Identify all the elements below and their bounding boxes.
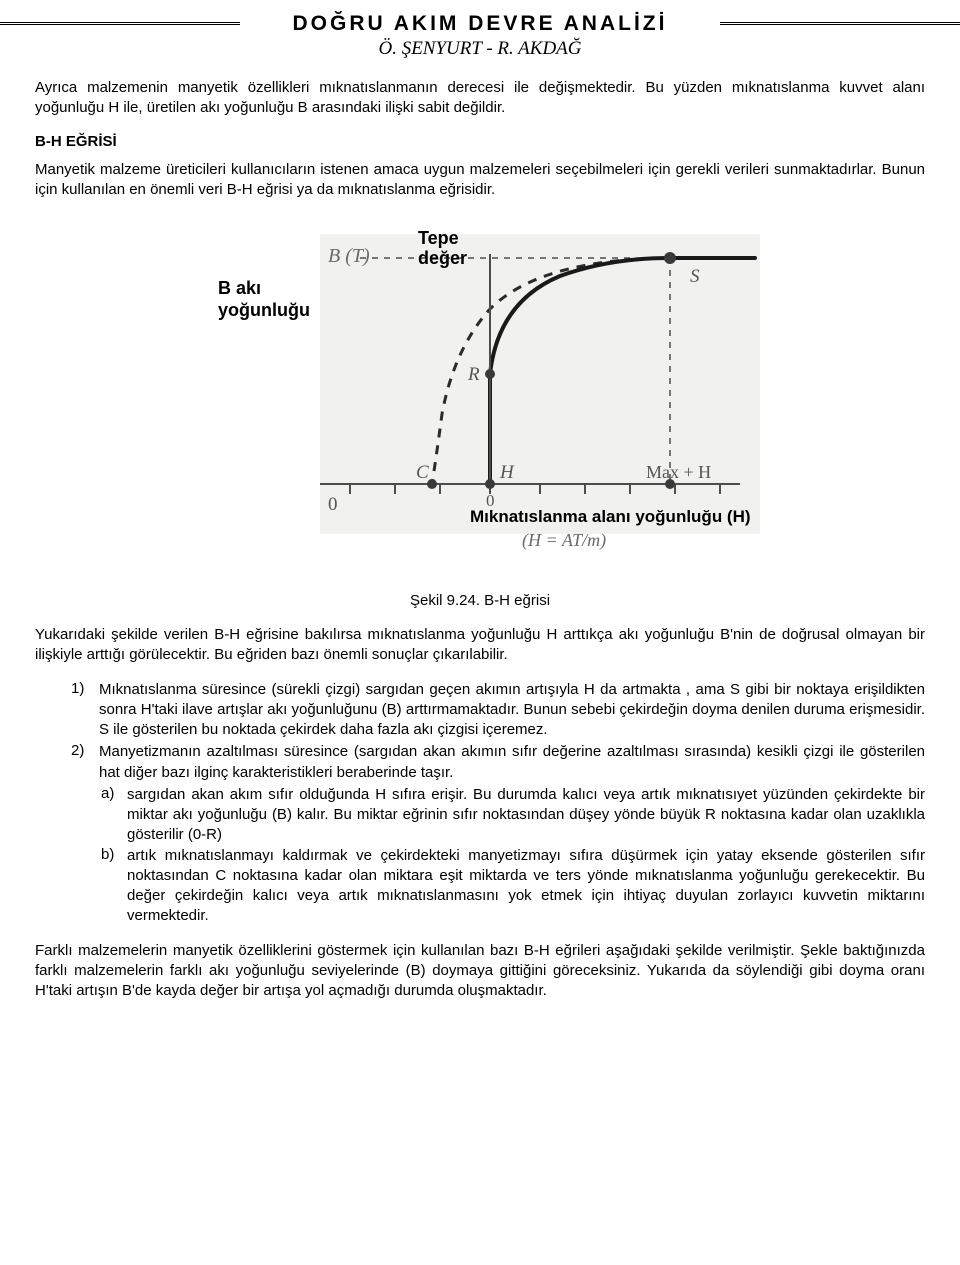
- sub-list: a) sargıdan akan akım sıfır olduğunda H …: [101, 785, 925, 927]
- svg-text:Mıknatıslanma alanı yoğunluğu: Mıknatıslanma alanı yoğunluğu (H): [470, 507, 751, 526]
- page-header: DOĞRU AKIM DEVRE ANALİZİ Ö. ŞENYURT - R.…: [35, 12, 925, 60]
- sub-list-item: a) sargıdan akan akım sıfır olduğunda H …: [101, 785, 925, 846]
- list-item: 2) Manyetizmanın azaltılması süresince (…: [71, 742, 925, 783]
- sub-list-alpha: a): [101, 785, 127, 802]
- sub-list-text: artık mıknatıslanmayı kaldırmak ve çekir…: [127, 846, 925, 927]
- list-text: Mıknatıslanma süresince (sürekli çizgi) …: [99, 680, 925, 741]
- svg-text:S: S: [690, 266, 700, 287]
- svg-text:B akı: B akı: [218, 278, 261, 298]
- svg-text:Max + H: Max + H: [646, 462, 711, 482]
- svg-text:C: C: [416, 462, 429, 483]
- svg-text:0: 0: [328, 494, 338, 515]
- bh-curve-svg: B (T) Tepedeğer B akıyoğunluğu R C H S Max + H 0…: [200, 214, 760, 564]
- sub-list-alpha: b): [101, 846, 127, 863]
- doc-title: DOĞRU AKIM DEVRE ANALİZİ: [35, 12, 925, 36]
- svg-text:H: H: [499, 462, 515, 483]
- svg-text:Tepe: Tepe: [418, 228, 459, 248]
- para-2: Manyetik malzeme üreticileri kullanıcıla…: [35, 160, 925, 201]
- list-text: Manyetizmanın azaltılması süresince (sar…: [99, 742, 925, 783]
- list-num: 2): [71, 742, 99, 759]
- svg-text:B (T): B (T): [328, 245, 370, 267]
- sub-list-text: sargıdan akan akım sıfır olduğunda H sıf…: [127, 785, 925, 846]
- numbered-list: 1) Mıknatıslanma süresince (sürekli çizg…: [71, 680, 925, 927]
- svg-text:yoğunluğu: yoğunluğu: [218, 300, 310, 320]
- svg-text:(H = AT/m): (H = AT/m): [522, 530, 606, 551]
- intro-paragraph: Ayrıca malzemenin manyetik özellikleri m…: [35, 78, 925, 119]
- doc-authors: Ö. ŞENYURT - R. AKDAĞ: [35, 38, 925, 60]
- list-num: 1): [71, 680, 99, 697]
- svg-text:değer: değer: [418, 248, 467, 268]
- sub-list-item: b) artık mıknatıslanmayı kaldırmak ve çe…: [101, 846, 925, 927]
- para-last: Farklı malzemelerin manyetik özellikleri…: [35, 941, 925, 1002]
- figure-bh-curve: B (T) Tepedeğer B akıyoğunluğu R C H S Max + H 0…: [35, 214, 925, 568]
- list-item: 1) Mıknatıslanma süresince (sürekli çizg…: [71, 680, 925, 741]
- figure-caption: Şekil 9.24. B-H eğrisi: [35, 592, 925, 609]
- svg-text:R: R: [467, 364, 480, 385]
- section-heading: B-H EĞRİSİ: [35, 133, 925, 150]
- para-3: Yukarıdaki şekilde verilen B-H eğrisine …: [35, 625, 925, 666]
